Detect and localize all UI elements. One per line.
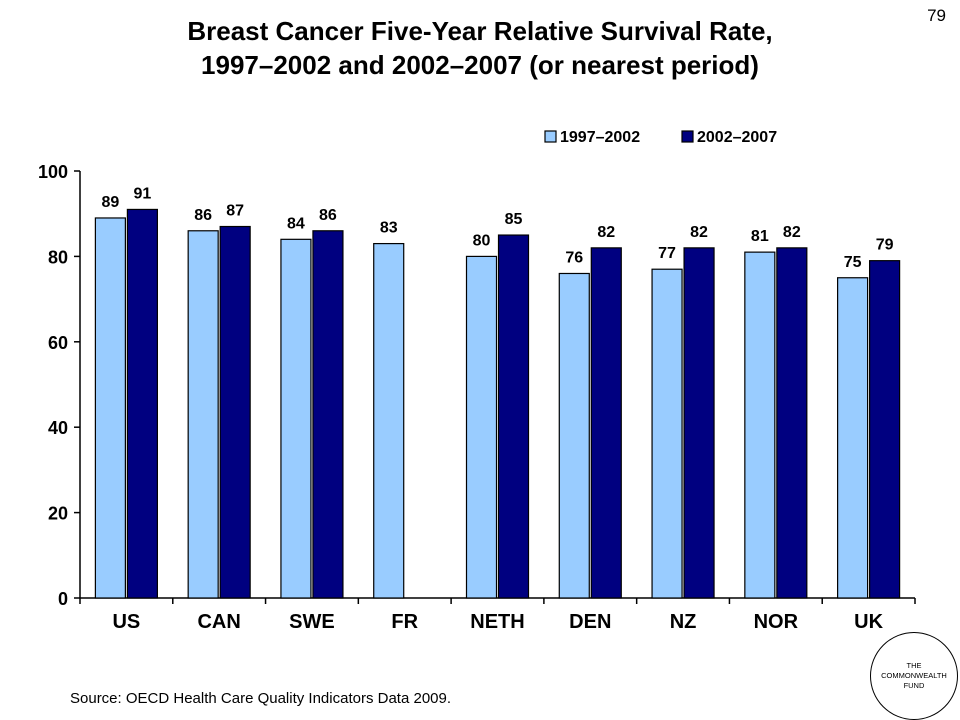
legend-label-1: 1997–2002 — [560, 129, 640, 146]
data-label: 79 — [876, 237, 894, 254]
bar-2-can — [219, 225, 251, 599]
chart-title-line-1: Breast Cancer Five-Year Relative Surviva… — [187, 16, 773, 46]
x-tick-label: FR — [391, 611, 418, 633]
y-tick-label: 20 — [48, 504, 68, 524]
legend-swatch-1 — [544, 130, 557, 143]
bar-1-neth — [465, 255, 498, 599]
bar-1-uk — [837, 277, 869, 599]
logo-line-2: COMMONWEALTH — [881, 671, 947, 680]
data-label: 91 — [133, 185, 151, 202]
bar-2-swe — [312, 230, 344, 599]
bar-2-us — [126, 208, 158, 599]
data-label: 81 — [751, 228, 769, 245]
legend-label-2: 2002–2007 — [697, 129, 777, 146]
bar-1-fr — [373, 242, 405, 599]
x-tick-label: NZ — [670, 611, 697, 633]
legend-swatch-2 — [681, 130, 694, 143]
chart-title: Breast Cancer Five-Year Relative Surviva… — [0, 14, 960, 82]
bar-1-swe — [280, 238, 312, 599]
data-label: 82 — [783, 224, 801, 241]
x-tick-label: NOR — [754, 611, 799, 633]
page-number: 79 — [927, 6, 946, 25]
data-label: 77 — [658, 245, 676, 262]
bar-2-nor — [776, 247, 808, 599]
data-label: 86 — [194, 207, 212, 224]
data-label: 82 — [690, 224, 708, 241]
bar-2-den — [590, 247, 622, 599]
data-label: 83 — [380, 220, 398, 237]
x-tick-label: SWE — [289, 611, 335, 633]
bar-1-nor — [744, 251, 776, 599]
data-label: 86 — [319, 207, 337, 224]
data-label: 87 — [226, 203, 244, 220]
x-tick-label: UK — [854, 611, 883, 633]
data-label: 76 — [565, 249, 583, 266]
logo-line-3: FUND — [903, 681, 925, 690]
bar-2-nz — [683, 247, 715, 599]
data-label: 82 — [597, 224, 615, 241]
bar-1-can — [187, 230, 219, 599]
x-tick-label: DEN — [569, 611, 611, 633]
data-label: 75 — [844, 254, 862, 271]
data-label: 80 — [473, 232, 491, 249]
y-tick-label: 80 — [48, 247, 68, 267]
bar-chart: 0 20 40 60 80 100 89 91 US 86 87 CAN 84 86 SWE 83 FR 80 85… — [38, 129, 916, 633]
logo-line-1: THE — [906, 661, 922, 670]
source-note: Source: OECD Health Care Quality Indicat… — [70, 690, 452, 707]
bar-1-us — [94, 217, 126, 599]
y-tick-label: 0 — [58, 589, 68, 609]
y-tick-label: 100 — [38, 162, 68, 182]
chart-title-line-2: 1997–2002 and 2002–2007 (or nearest peri… — [201, 50, 759, 80]
bar-1-den — [558, 272, 590, 599]
y-tick-label: 40 — [48, 418, 68, 438]
x-tick-label: CAN — [197, 611, 240, 633]
commonwealth-fund-logo: THE COMMONWEALTH FUND — [870, 632, 958, 720]
data-label: 84 — [287, 215, 305, 232]
bar-1-nz — [651, 268, 683, 599]
bar-2-neth — [497, 234, 530, 599]
x-tick-label: NETH — [470, 611, 524, 633]
data-label: 89 — [101, 194, 119, 211]
data-label: 85 — [505, 211, 523, 228]
bar-2-uk — [869, 260, 901, 599]
x-tick-label: US — [112, 611, 140, 633]
y-tick-label: 60 — [48, 333, 68, 353]
